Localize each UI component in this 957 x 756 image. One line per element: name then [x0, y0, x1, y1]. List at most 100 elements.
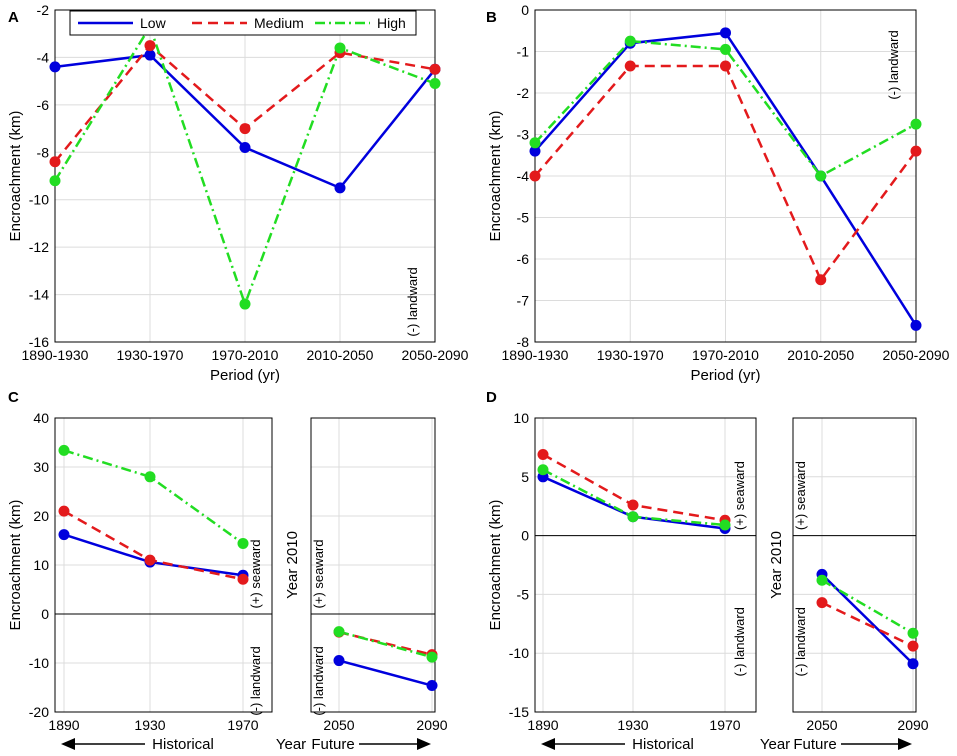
data-point-low [333, 655, 345, 667]
data-point-low [529, 145, 541, 157]
annotation-landward: (-) landward [248, 646, 263, 715]
x-axis-label: Period (yr) [690, 367, 760, 384]
y-tick-label: 5 [521, 469, 529, 485]
data-point-low [144, 49, 156, 61]
y-tick-label: 10 [33, 557, 49, 573]
y-tick-label: -6 [517, 251, 530, 267]
y-tick-label: -16 [29, 334, 49, 350]
annotation-seaward: (+) seaward [248, 540, 263, 609]
bottom-label-year: Year [760, 736, 790, 753]
data-point-medium [815, 274, 827, 286]
y-tick-label: -10 [29, 655, 49, 671]
bottom-label-historical: Historical [152, 736, 214, 753]
x-tick-label: 1930 [134, 717, 165, 733]
data-point-high [907, 627, 919, 639]
data-point-medium [910, 145, 922, 157]
data-point-high [529, 137, 541, 149]
y-tick-label: -12 [29, 239, 49, 255]
panel-letter: D [486, 389, 497, 406]
y-tick-label: 0 [521, 2, 529, 18]
y-tick-label: -4 [517, 168, 530, 184]
y-axis-label: Encroachment (km) [7, 500, 24, 631]
data-point-medium [237, 573, 249, 585]
series-line-high [821, 579, 914, 635]
data-point-high [49, 175, 61, 187]
x-tick-label: 1890-1930 [22, 347, 89, 363]
data-point-medium [144, 40, 156, 52]
x-tick-label: 1970-2010 [692, 347, 759, 363]
y-tick-label: -20 [29, 704, 49, 720]
arrow-head-right [417, 738, 431, 750]
data-point-high [334, 42, 346, 54]
x-tick-label: 1930-1970 [117, 347, 184, 363]
x-tick-label: 2010-2050 [787, 347, 854, 363]
annotation-landward: (-) landward [311, 646, 326, 715]
series-line-low [63, 533, 244, 577]
plot-frame [54, 417, 273, 713]
y-tick-label: -7 [517, 293, 530, 309]
data-point-high [910, 118, 922, 130]
data-point-medium [816, 597, 828, 609]
data-point-high [719, 519, 731, 531]
data-point-medium [529, 170, 541, 182]
legend: Low Medium High [69, 10, 417, 36]
data-point-low [720, 27, 731, 39]
data-point-high [816, 574, 828, 586]
series-line-medium [542, 453, 726, 522]
annotation-seaward: (+) seaward [732, 461, 747, 530]
y-tick-label: -2 [37, 2, 50, 18]
y-axis-label: Encroachment (km) [487, 500, 504, 631]
y-axis-label: Encroachment (km) [7, 111, 24, 242]
legend-label-high: High [377, 15, 406, 31]
data-point-medium [627, 499, 639, 511]
y-tick-label: -4 [37, 49, 50, 65]
data-point-high [144, 471, 156, 483]
bottom-label-future: Future [793, 736, 836, 753]
divider-year-label: Year 2010 [768, 531, 785, 599]
x-tick-label: 2050-2090 [883, 347, 950, 363]
bottom-label-historical: Historical [632, 736, 694, 753]
data-point-high [58, 444, 70, 456]
plot-frame [310, 417, 436, 713]
series-line-medium [63, 510, 244, 581]
data-point-high [537, 464, 549, 476]
x-tick-label: 2090 [416, 717, 447, 733]
y-tick-label: 10 [513, 410, 529, 426]
annotation-seaward: (+) seaward [311, 540, 326, 609]
bottom-label-future: Future [311, 736, 354, 753]
annotation-landward: (-) landward [886, 30, 901, 99]
data-point-medium [907, 640, 919, 652]
data-point-low [239, 142, 251, 154]
data-point-low [49, 61, 61, 73]
data-point-medium [144, 554, 156, 566]
data-point-high [624, 35, 636, 47]
annotation-landward: (-) landward [732, 607, 747, 676]
x-axis-label: Period (yr) [210, 367, 280, 384]
data-point-low [907, 658, 919, 670]
plot-frame [534, 417, 757, 713]
data-point-medium [624, 60, 636, 72]
panel-letter: A [8, 9, 19, 26]
y-tick-label: 30 [33, 459, 49, 475]
data-point-high [815, 170, 827, 182]
data-point-high [333, 626, 345, 638]
y-tick-label: -2 [517, 85, 530, 101]
series-line-low [338, 659, 433, 687]
x-tick-label: 2050 [323, 717, 354, 733]
chart-panel-d: D Encroachment (km) -15 -10 -5 0 5 10 1890 1930 19… [486, 389, 929, 753]
x-tick-label: 2050 [806, 717, 837, 733]
y-tick-label: -15 [509, 704, 529, 720]
data-point-high [720, 43, 731, 55]
data-point-medium [58, 505, 70, 517]
y-tick-label: -14 [29, 287, 49, 303]
data-point-low [334, 182, 346, 194]
legend-label-medium: Medium [254, 15, 304, 31]
x-tick-label: 1930 [617, 717, 648, 733]
y-tick-label: 20 [33, 508, 49, 524]
series-line-low [821, 573, 914, 665]
x-tick-label: 1970-2010 [212, 347, 279, 363]
y-tick-label: -8 [37, 144, 50, 160]
legend-label-low: Low [140, 15, 167, 31]
x-tick-label: 2050-2090 [402, 347, 469, 363]
